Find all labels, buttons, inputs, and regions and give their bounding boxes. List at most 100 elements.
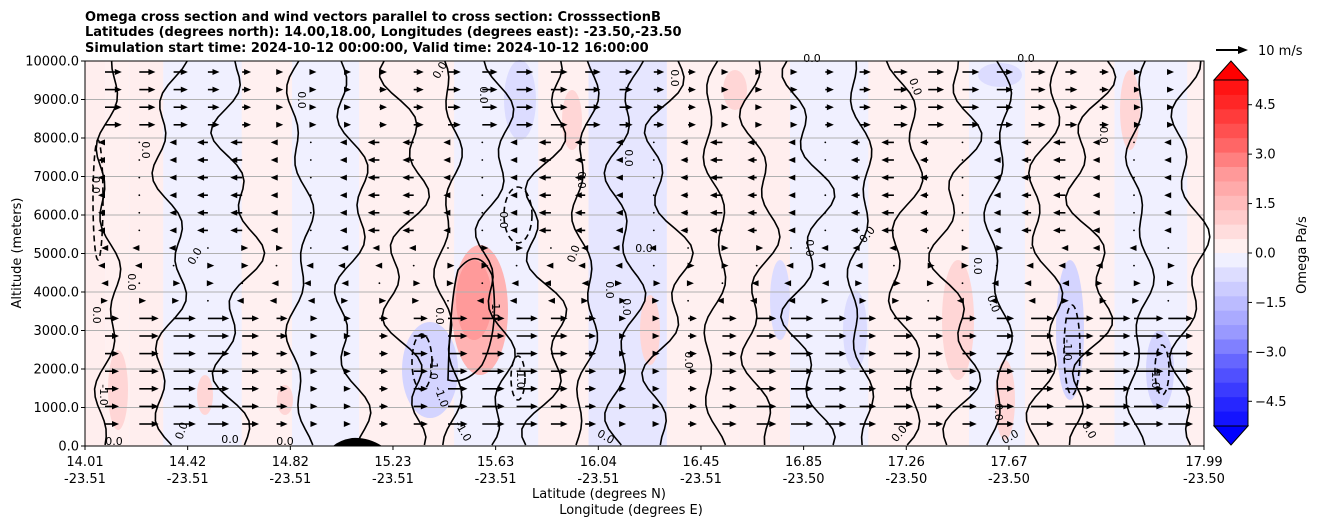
wind-vector-head — [680, 174, 688, 181]
wind-vector-dot — [995, 264, 998, 267]
wind-vector-head — [1092, 157, 1100, 163]
wind-vector-head — [270, 209, 278, 216]
wind-vector-head — [1133, 280, 1141, 287]
wind-vector-head — [1092, 139, 1100, 146]
y-tick-label: 8000.0 — [34, 132, 80, 147]
wind-vector-head — [309, 69, 317, 75]
wind-vector-head — [657, 104, 665, 111]
wind-vector-head — [826, 104, 834, 111]
wind-vector-head — [510, 227, 518, 234]
contour-label: 0.0 — [433, 307, 446, 325]
contour-label: 1.0 — [489, 303, 502, 321]
wind-vector-head — [769, 333, 777, 339]
chart-title: Omega cross section and wind vectors par… — [85, 10, 682, 56]
x-tick-label-lat: 17.67 — [990, 455, 1027, 470]
wind-vector-head — [755, 104, 763, 111]
wind-vector-head — [148, 121, 156, 128]
wind-vector-head — [972, 69, 980, 75]
wind-vector-head — [806, 315, 814, 322]
wind-vector-head — [1167, 121, 1175, 128]
wind-vector-head — [1007, 368, 1015, 375]
wind-vector-head — [755, 121, 763, 128]
wind-vector-head — [688, 104, 696, 111]
contour-label: 0.0 — [803, 52, 821, 65]
wind-vector-head — [755, 86, 763, 93]
wind-vector-head — [1186, 421, 1194, 427]
wind-vector-dot — [481, 211, 484, 214]
wind-vector-head — [1099, 297, 1107, 304]
wind-vector-head — [310, 385, 318, 392]
wind-vector-head — [1101, 69, 1109, 75]
wind-vector-head — [372, 245, 380, 251]
contour-label: -1.0 — [1149, 367, 1162, 388]
x-tick-label-lon: -23.50 — [1183, 472, 1225, 487]
wind-vector-head — [990, 297, 998, 304]
wind-vector-dot — [755, 264, 758, 267]
contour-label: 0.0 — [682, 351, 695, 369]
wind-vector-head — [188, 315, 196, 322]
omega-blob — [978, 63, 1022, 87]
wind-vector-head — [625, 86, 633, 93]
wind-vector-head — [900, 104, 908, 111]
colorbar-segment — [1214, 152, 1248, 167]
wind-vector-head — [222, 350, 230, 357]
x-axis: 14.01 -23.51 14.42 -23.51 14.82 -23.51 15.23 -2… — [64, 446, 1225, 487]
wind-vector-dot — [275, 264, 278, 267]
wind-vector-head — [188, 385, 196, 392]
wind-vector-head — [788, 297, 796, 304]
negative-contour-loop — [92, 139, 104, 261]
wind-vector-head — [852, 245, 860, 251]
wind-vector-head — [821, 297, 829, 304]
y-axis: 0.0 1000.0 2000.0 3000.0 4000.0 5000.0 6000.0 7… — [25, 55, 85, 455]
wind-vector-head — [168, 245, 176, 251]
wind-vector-dot — [721, 282, 724, 285]
wind-vector-head — [481, 262, 489, 269]
wind-vector-head — [560, 86, 568, 93]
wind-vector-head — [1046, 368, 1054, 375]
wind-vector-dot — [138, 141, 141, 144]
wind-vector-head — [1133, 69, 1141, 75]
wind-vector-head — [1186, 403, 1194, 410]
wind-vector-head — [729, 333, 737, 339]
x-tick-label-lat: 17.26 — [888, 455, 925, 470]
wind-vector-head — [721, 86, 729, 93]
wind-vector-head — [1164, 192, 1172, 199]
wind-vector-head — [408, 245, 416, 251]
wind-vector-head — [341, 297, 349, 304]
wind-vector-head — [893, 280, 901, 287]
wind-vector-head — [593, 104, 601, 111]
contour-label: 0.0 — [105, 435, 123, 448]
wind-vector-head — [101, 245, 109, 251]
wind-vector-head — [906, 385, 914, 392]
wind-vector-head — [538, 227, 546, 234]
wind-vector-head — [747, 157, 755, 163]
wind-vector-head — [197, 227, 205, 234]
wind-vector-head — [936, 350, 944, 357]
wind-vector-head — [381, 403, 389, 410]
wind-vector-head — [900, 121, 908, 128]
wind-vector-head — [180, 104, 188, 111]
colorbar-segment — [1214, 137, 1248, 153]
wind-vector-head — [339, 209, 347, 216]
wind-vector-head — [1021, 157, 1029, 163]
wind-vector-head — [560, 350, 568, 357]
wind-vector-head — [769, 421, 777, 427]
wind-vector-head — [1186, 315, 1194, 322]
wind-vector-head — [1092, 227, 1100, 234]
wind-vector-head — [114, 121, 122, 128]
wind-vector-head — [721, 104, 729, 111]
wind-vector-head — [729, 403, 737, 410]
omega-blob — [456, 260, 492, 340]
wind-vector-head — [341, 280, 349, 287]
wind-vector-head — [460, 350, 468, 357]
wind-vector-dot — [1133, 211, 1135, 214]
wind-vector-dot — [138, 176, 141, 179]
wind-vector-head — [197, 157, 205, 163]
wind-vector-head — [969, 315, 977, 322]
wind-vector-head — [1053, 209, 1061, 216]
wind-vector-head — [578, 262, 586, 269]
wind-vector-head — [560, 421, 568, 427]
wind-vector-head — [222, 421, 230, 427]
wind-vector-head — [1156, 421, 1164, 427]
wind-vector-head — [972, 86, 980, 93]
